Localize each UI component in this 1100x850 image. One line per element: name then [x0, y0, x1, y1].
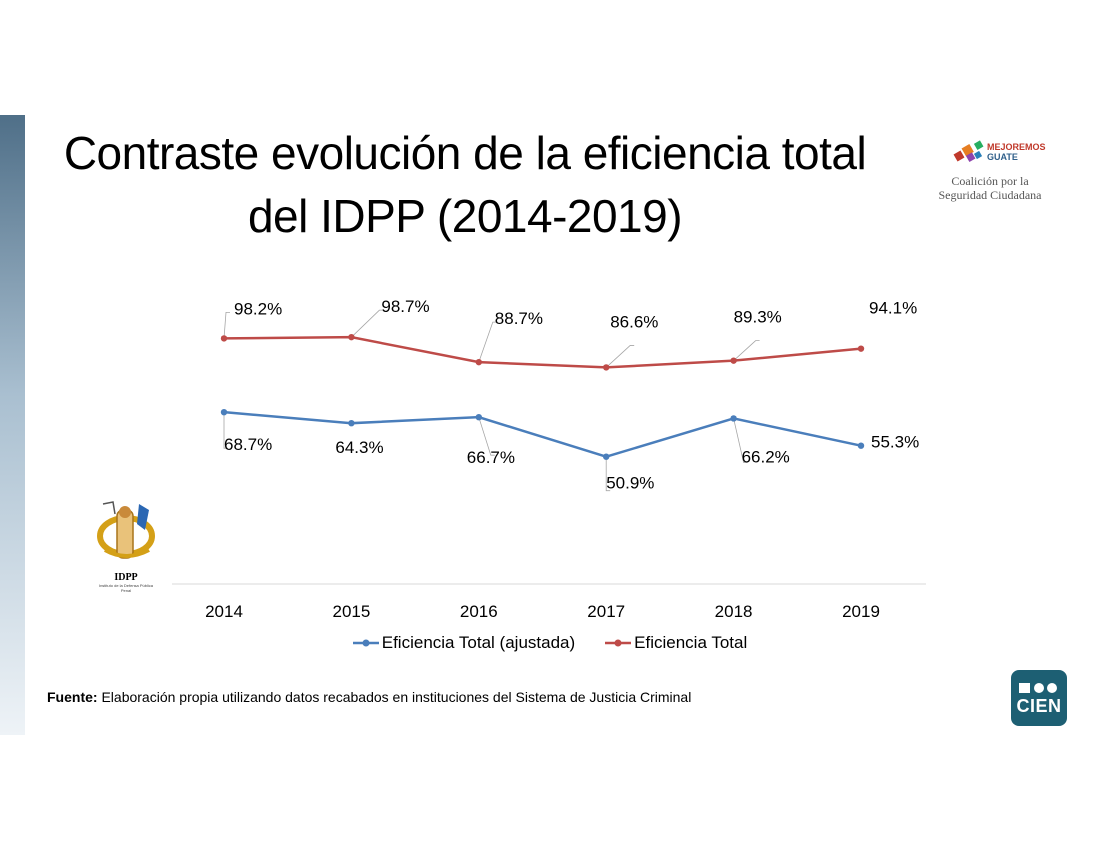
leader-line: [605, 456, 611, 492]
mejoremos-guate-logo: MEJOREMOS GUATE Coalición por la Segurid…: [925, 140, 1055, 202]
mejoremos-mark-icon: [953, 140, 984, 162]
legend-label-total: Eficiencia Total: [634, 633, 748, 652]
leader-line: [223, 312, 230, 339]
x-tick-label-2017: 2017: [587, 602, 625, 621]
data-point-0-2018: [730, 415, 737, 422]
legend-item-total: Eficiencia Total: [605, 633, 747, 653]
legend-marker-total-icon: [605, 639, 632, 647]
series-line-1: [223, 335, 862, 369]
data-point-1-2016: [475, 358, 482, 366]
data-label-1-2019: 94.1%: [869, 299, 917, 318]
data-label-1-2016: 88.7%: [495, 309, 543, 328]
data-point-0-2019: [857, 442, 865, 449]
data-point-1-2019: [857, 345, 865, 352]
data-point-1-2017: [603, 364, 610, 371]
data-label-0-2015: 64.3%: [335, 438, 383, 457]
data-label-0-2014: 68.7%: [224, 435, 272, 454]
data-point-1-2015: [348, 333, 355, 341]
idpp-subtitle: Instituto de la Defensa Pública Penal: [98, 583, 154, 593]
guate-text: GUATE: [987, 152, 1018, 162]
data-point-0-2017: [603, 453, 610, 460]
legend-label-ajustada: Eficiencia Total (ajustada): [381, 633, 576, 652]
chart-legend: Eficiencia Total (ajustada) Eficiencia T…: [0, 633, 1100, 653]
data-label-0-2016: 66.7%: [467, 448, 515, 467]
series-line-0: [223, 410, 862, 459]
cien-text: CIEN: [1016, 696, 1062, 716]
source-text: Elaboración propia utilizando datos reca…: [101, 689, 692, 705]
data-point-0-2015: [348, 419, 355, 427]
coalicion-line-1: Coalición por la: [951, 174, 1029, 188]
x-tick-label-2016: 2016: [460, 602, 498, 621]
leader-line: [733, 340, 760, 361]
data-label-1-2014: 98.2%: [234, 299, 282, 318]
data-point-1-2014: [220, 335, 228, 342]
leader-line: [351, 309, 384, 338]
leader-line: [733, 418, 748, 463]
title-line-1: Contraste evolución de la eficiencia tot…: [63, 127, 867, 179]
coalicion-line-2: Seguridad Ciudadana: [938, 188, 1042, 202]
x-tick-label-2018: 2018: [715, 602, 753, 621]
data-label-0-2017: 50.9%: [606, 474, 654, 493]
data-label-1-2015: 98.7%: [381, 297, 429, 316]
title-line-2: del IDPP (2014-2019): [247, 190, 683, 242]
x-tick-label-2019: 2019: [842, 602, 880, 621]
mejoremos-text: MEJOREMOS: [987, 142, 1046, 152]
x-tick-label-2015: 2015: [332, 602, 370, 621]
data-point-1-2018: [730, 357, 737, 364]
leader-line: [478, 417, 495, 456]
x-tick-label-2014: 2014: [205, 602, 243, 621]
data-label-1-2018: 89.3%: [734, 308, 782, 327]
cien-dots-icon: [1019, 683, 1057, 693]
idpp-text: IDPP: [114, 572, 138, 583]
data-label-0-2018: 66.2%: [742, 447, 790, 466]
cien-logo: CIEN: [1011, 670, 1067, 726]
legend-marker-ajustada-icon: [352, 639, 379, 647]
leader-line: [478, 321, 497, 363]
data-point-0-2014: [220, 408, 228, 416]
idpp-emblem-icon: [97, 501, 155, 559]
data-label-1-2017: 86.6%: [610, 312, 658, 331]
data-point-0-2016: [475, 413, 482, 421]
idpp-logo: IDPP Instituto de la Defensa Pública Pen…: [95, 500, 157, 593]
legend-item-ajustada: Eficiencia Total (ajustada): [352, 633, 576, 653]
leader-line: [223, 412, 228, 449]
source-note: Fuente: Elaboración propia utilizando da…: [47, 689, 691, 705]
slide-title: Contraste evolución de la eficiencia tot…: [40, 122, 890, 248]
source-label: Fuente:: [47, 689, 98, 705]
side-decoration-bar: [0, 115, 25, 735]
data-label-0-2019: 55.3%: [871, 433, 919, 452]
leader-line: [605, 345, 635, 368]
